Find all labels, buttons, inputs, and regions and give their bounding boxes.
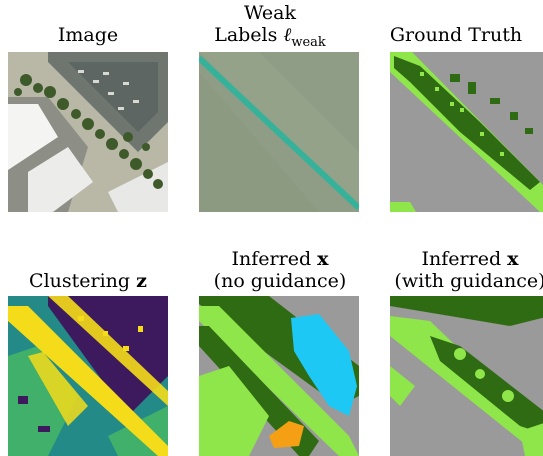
inferred-with-guidance-title: Inferred x (with guidance): [394, 248, 543, 292]
ground-truth-title: Ground Truth: [389, 24, 523, 46]
inferred-no-guidance-panel: [199, 296, 359, 456]
inferred-no-guidance-title: Inferred x (no guidance): [213, 248, 347, 292]
ground-truth-panel: [390, 52, 543, 212]
clustering-panel: [8, 296, 168, 456]
inferred-with-guidance-panel: [390, 296, 543, 456]
aerial-image-panel: [8, 52, 168, 212]
weak-labels-panel: [199, 52, 359, 212]
clustering-title: Clustering z: [29, 270, 147, 292]
image-title: Image: [57, 24, 119, 46]
weak-labels-title: Weak Labels ℓweak: [214, 2, 326, 50]
